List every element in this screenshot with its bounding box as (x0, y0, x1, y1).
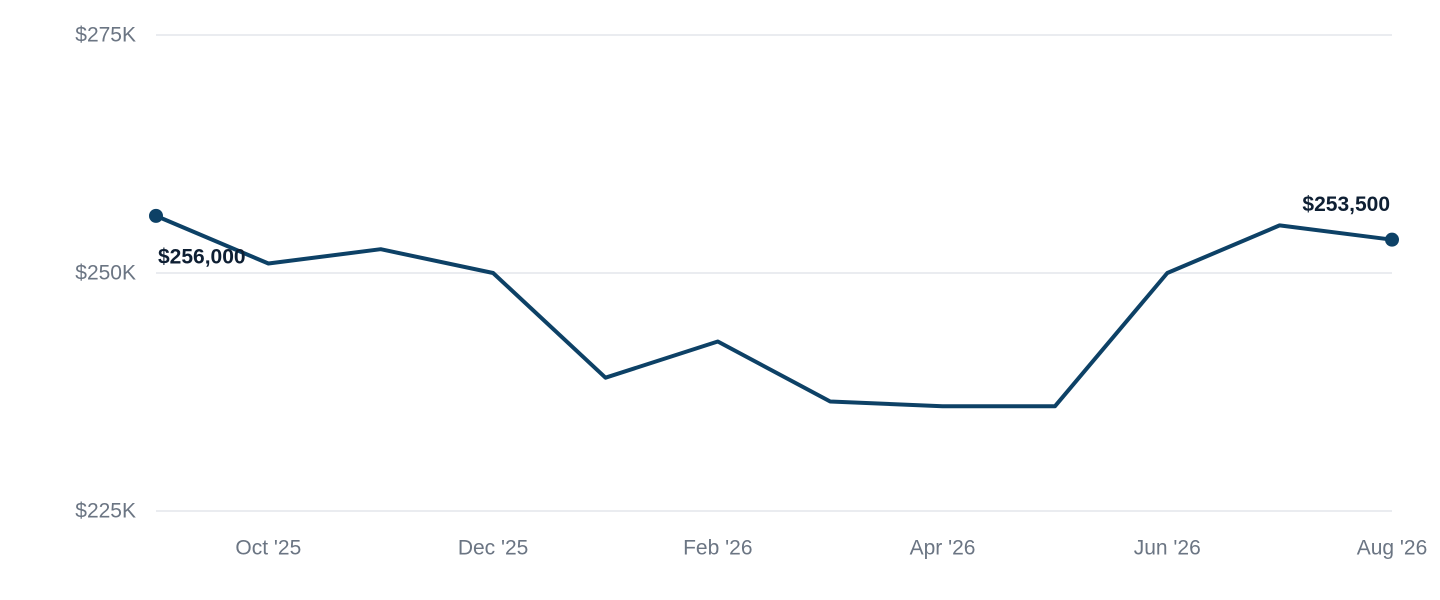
data-label-layer: $256,000 $253,500 (158, 193, 1390, 268)
x-tick-label: Jun '26 (1134, 537, 1201, 560)
data-point-marker[interactable] (1385, 232, 1399, 247)
data-point-marker[interactable] (149, 208, 163, 223)
data-label: $256,000 (158, 245, 246, 268)
series-layer (149, 208, 1399, 409)
y-axis: $275K $250K $225K (75, 24, 136, 523)
y-tick-label: $225K (75, 500, 136, 523)
x-tick-label: Dec '25 (458, 537, 529, 560)
data-label: $253,500 (1302, 193, 1390, 216)
y-tick-label: $250K (75, 262, 136, 285)
series-line (154, 213, 1394, 409)
x-tick-label: Oct '25 (235, 537, 301, 560)
x-tick-label: Apr '26 (910, 537, 976, 560)
x-tick-label: Aug '26 (1357, 537, 1428, 560)
y-tick-label: $275K (75, 24, 136, 47)
x-axis: Oct '25 Dec '25 Feb '26 Apr '26 Jun '26 Aug '… (235, 537, 1427, 560)
x-tick-label: Feb '26 (683, 537, 752, 560)
grid-layer (156, 34, 1392, 512)
